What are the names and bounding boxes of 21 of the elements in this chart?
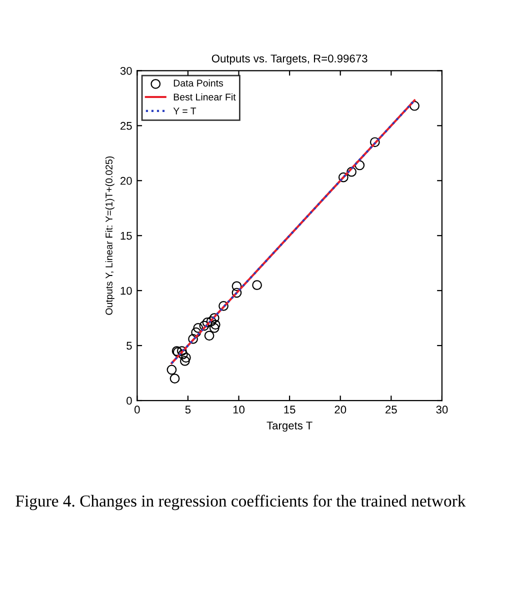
chart-title: Outputs vs. Targets, R=0.99673 — [212, 54, 368, 65]
x-tick-label: 25 — [386, 406, 397, 414]
y-tick-label: 0 — [126, 396, 132, 405]
y-tick-label: 25 — [120, 122, 132, 130]
y-axis-title: Outputs Y, Linear Fit: Y=(1)T+(0.025) — [105, 156, 114, 315]
x-tick-label: 10 — [233, 406, 245, 414]
x-axis-title: Targets T — [266, 422, 312, 432]
x-tick-label: 15 — [284, 406, 296, 414]
y-tick-label: 15 — [120, 232, 132, 240]
x-tick-label: 5 — [185, 406, 191, 414]
y-tick-label: 10 — [120, 286, 132, 295]
legend-label: Best Linear Fit — [174, 93, 236, 100]
x-tick-label: 30 — [436, 406, 448, 414]
y-tick-label: 20 — [120, 176, 132, 185]
caption: Figure 4. Changes in regression coefficients for the trained network — [16, 494, 466, 510]
y-tick-label: 5 — [126, 342, 132, 350]
y-tick-label: 30 — [120, 66, 132, 75]
legend-label: Y = T — [173, 108, 196, 114]
legend-label: Data Points — [174, 79, 224, 87]
x-tick-label: 20 — [334, 406, 346, 414]
x-tick-label: 0 — [134, 406, 140, 414]
